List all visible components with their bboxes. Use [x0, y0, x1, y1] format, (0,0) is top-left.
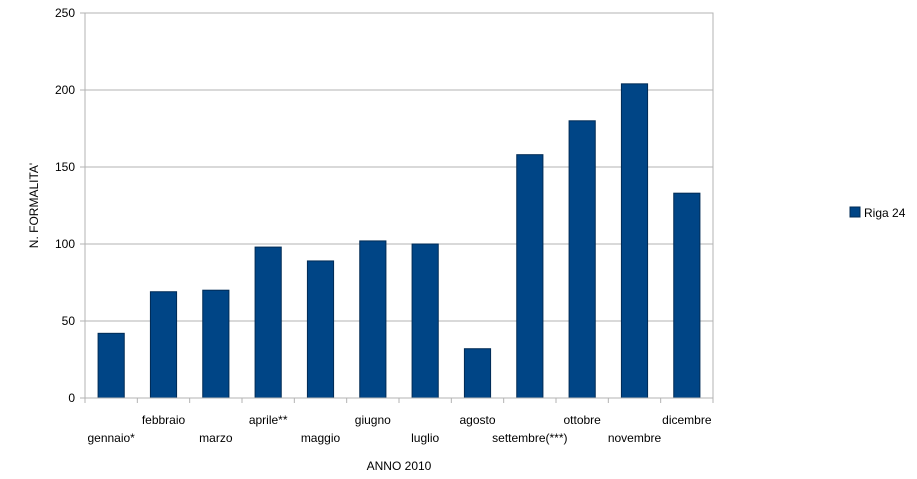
x-tick-label: novembre: [608, 431, 662, 445]
bars: [97, 83, 701, 399]
y-axis-title: N. FORMALITA': [27, 163, 41, 248]
bar: [359, 240, 387, 399]
bar: [673, 192, 701, 399]
x-tick-label: marzo: [199, 431, 233, 445]
x-tick-label: gennaio*: [87, 431, 135, 445]
x-tick-label: agosto: [459, 413, 495, 427]
y-tick-label: 150: [55, 160, 75, 174]
bar: [620, 83, 649, 399]
axes: [80, 12, 714, 403]
x-tick-label: maggio: [301, 431, 341, 445]
x-tick-label: settembre(***): [492, 431, 567, 445]
x-tick-labels: gennaio* febbraio marzo aprile** maggio giugn…: [87, 413, 711, 445]
bar: [149, 291, 178, 399]
x-tick-label: giugno: [355, 413, 391, 427]
x-tick-label: luglio: [411, 431, 439, 445]
y-tick-label: 100: [55, 237, 75, 251]
bar: [516, 154, 544, 399]
x-tick-label: febbraio: [142, 413, 186, 427]
bar: [254, 246, 282, 399]
x-axis-title: ANNO 2010: [367, 459, 432, 473]
grid-lines: [85, 12, 713, 399]
legend-label-riga-24: Riga 24: [864, 206, 906, 220]
x-tick-label: dicembre: [662, 413, 712, 427]
bar: [306, 260, 335, 399]
plot-frame: [84, 12, 714, 399]
bar: [463, 348, 492, 399]
y-tick-labels: 0 50 100 150 200 250: [55, 6, 75, 405]
bar: [411, 243, 439, 399]
legend-swatch: [849, 206, 861, 218]
y-tick-label: 50: [62, 314, 76, 328]
x-tick-label: aprile**: [249, 413, 288, 427]
bar: [202, 289, 230, 399]
x-tick-label: ottobre: [563, 413, 601, 427]
legend: Riga 24: [849, 206, 906, 220]
y-tick-label: 200: [55, 83, 75, 97]
bar: [97, 332, 125, 399]
y-tick-label: 250: [55, 6, 75, 20]
y-tick-label: 0: [68, 391, 75, 405]
bar: [568, 120, 596, 399]
